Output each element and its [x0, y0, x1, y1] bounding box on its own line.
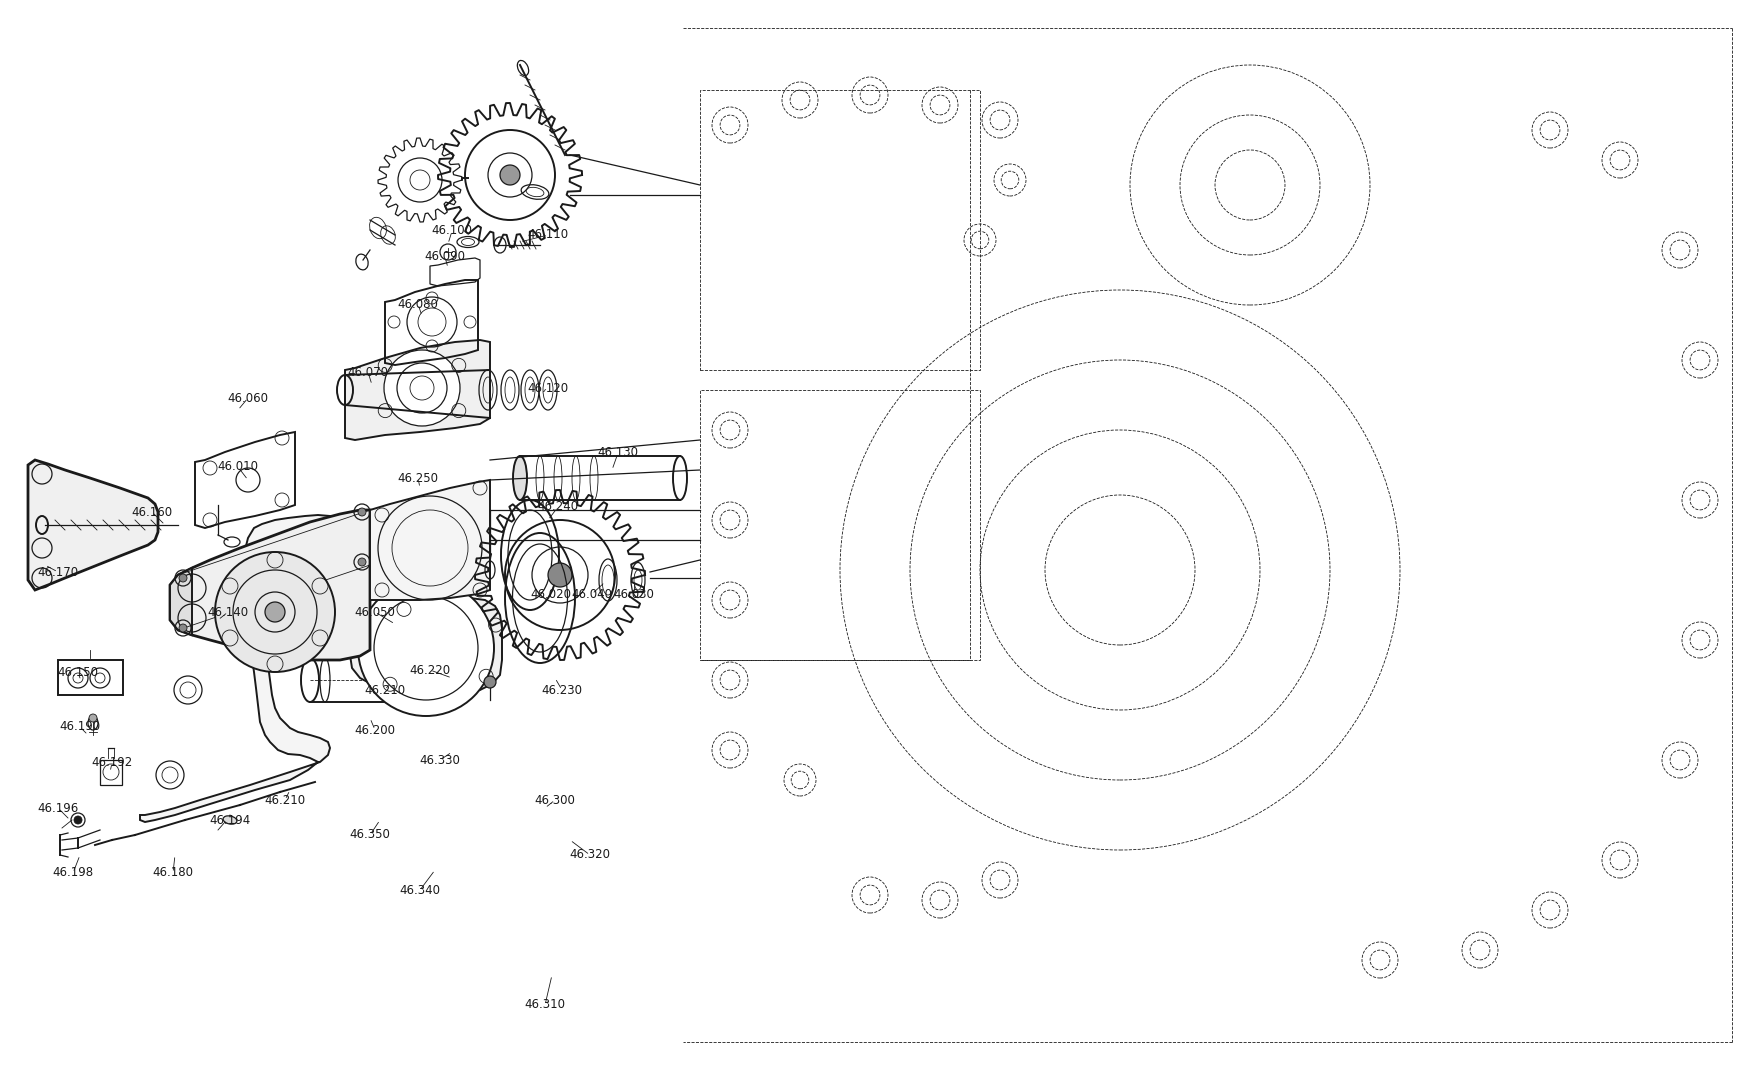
Circle shape — [264, 602, 285, 622]
Polygon shape — [170, 568, 191, 635]
Circle shape — [216, 552, 336, 672]
Bar — [99, 760, 122, 785]
Text: 46.110: 46.110 — [527, 229, 569, 242]
Text: 46.230: 46.230 — [541, 684, 583, 697]
Text: 46.170: 46.170 — [38, 566, 78, 579]
Text: 46.050: 46.050 — [355, 606, 395, 618]
Ellipse shape — [223, 815, 237, 824]
Text: 46.310: 46.310 — [523, 998, 565, 1011]
Circle shape — [358, 580, 494, 716]
Polygon shape — [139, 515, 344, 822]
Bar — [699, 389, 979, 660]
Circle shape — [483, 676, 496, 688]
Circle shape — [499, 165, 520, 185]
Text: 46.210: 46.210 — [363, 684, 405, 697]
Circle shape — [548, 563, 572, 587]
Text: 46.180: 46.180 — [153, 867, 193, 880]
Text: 46.190: 46.190 — [59, 720, 101, 734]
Ellipse shape — [513, 456, 527, 500]
Circle shape — [89, 714, 97, 722]
Polygon shape — [28, 460, 158, 590]
Polygon shape — [350, 598, 503, 696]
Text: 46.210: 46.210 — [264, 794, 306, 807]
Circle shape — [358, 508, 365, 516]
Text: 46.220: 46.220 — [409, 663, 450, 676]
Bar — [699, 90, 979, 370]
Text: 46.340: 46.340 — [400, 884, 440, 897]
Text: 46.196: 46.196 — [37, 801, 78, 814]
Text: 46.300: 46.300 — [534, 794, 576, 807]
Polygon shape — [170, 510, 370, 660]
Bar — [57, 660, 123, 696]
Text: 46.350: 46.350 — [350, 828, 390, 841]
Circle shape — [179, 574, 186, 582]
Text: 46.090: 46.090 — [424, 250, 466, 263]
Polygon shape — [344, 340, 490, 440]
Text: 46.250: 46.250 — [396, 472, 438, 485]
Text: 46.150: 46.150 — [57, 667, 99, 679]
Text: 46.100: 46.100 — [431, 225, 473, 238]
Text: 46.130: 46.130 — [596, 446, 638, 459]
Text: 46.140: 46.140 — [207, 606, 249, 618]
Text: 46.198: 46.198 — [52, 867, 94, 880]
Text: 46.040: 46.040 — [570, 587, 612, 600]
Text: 46.330: 46.330 — [419, 753, 461, 766]
Text: 46.200: 46.200 — [355, 723, 395, 736]
Text: 46.010: 46.010 — [217, 460, 259, 474]
Text: 46.194: 46.194 — [209, 813, 250, 826]
Text: 46.020: 46.020 — [530, 587, 570, 600]
Text: 46.240: 46.240 — [537, 501, 579, 514]
Text: 46.060: 46.060 — [228, 392, 268, 404]
Text: 46.070: 46.070 — [348, 366, 388, 379]
Text: 46.160: 46.160 — [132, 505, 172, 519]
Circle shape — [179, 624, 186, 632]
Text: 46.030: 46.030 — [614, 587, 654, 600]
Polygon shape — [370, 480, 490, 600]
Circle shape — [384, 350, 459, 426]
Text: 46.320: 46.320 — [569, 849, 610, 861]
Circle shape — [75, 816, 82, 824]
Text: 46.120: 46.120 — [527, 382, 569, 395]
Text: 46.080: 46.080 — [396, 297, 438, 310]
Text: 46.192: 46.192 — [92, 756, 132, 769]
Circle shape — [358, 557, 365, 566]
